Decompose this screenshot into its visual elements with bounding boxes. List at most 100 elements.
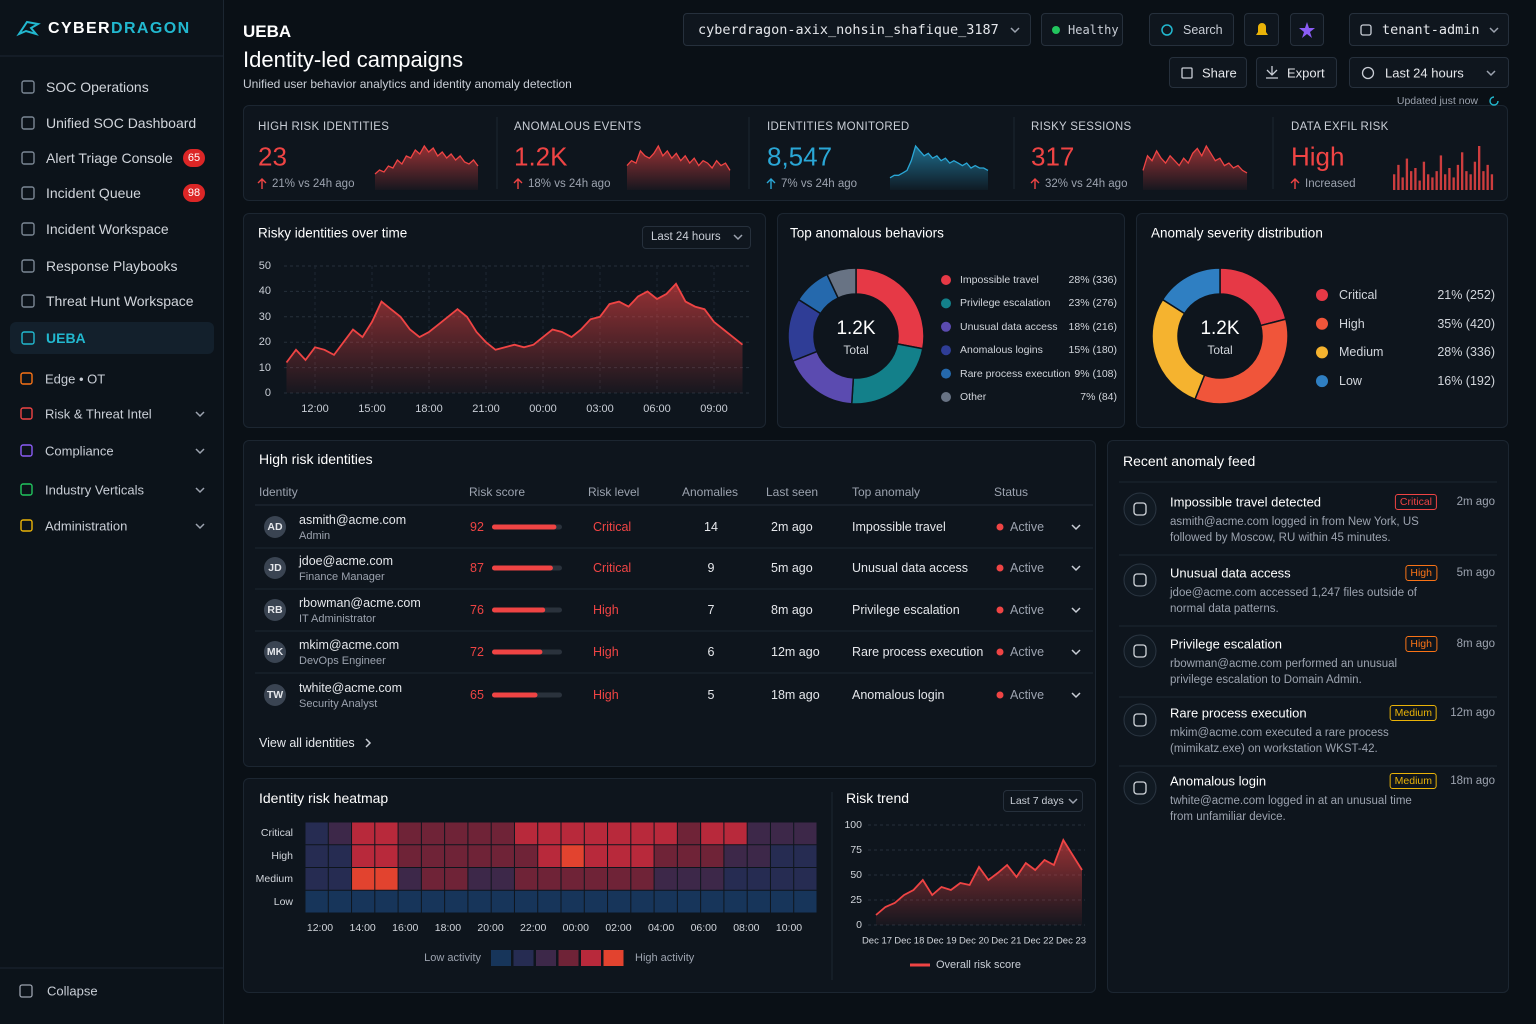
page-title: Identity-led campaigns bbox=[243, 47, 464, 72]
anomaly-count: 5 bbox=[707, 688, 715, 702]
kpi-delta: 21% vs 24h ago bbox=[272, 178, 355, 190]
severity-badge: Critical bbox=[1394, 494, 1437, 510]
identity-role: IT Administrator bbox=[299, 613, 376, 625]
range-label: Last 7 days bbox=[1010, 795, 1064, 807]
y-tick-label: 30 bbox=[258, 310, 271, 323]
legend-low: Low activity bbox=[424, 952, 481, 964]
status: Healthy bbox=[1068, 23, 1119, 37]
anomaly-count: 14 bbox=[704, 520, 718, 534]
tenant-select[interactable] bbox=[683, 13, 1031, 46]
kpi-value: 317 bbox=[1031, 141, 1075, 172]
kpi-value: High bbox=[1291, 141, 1345, 172]
donut-center-label: Total bbox=[843, 343, 869, 357]
sidebar bbox=[0, 0, 224, 1024]
legend-value: 28% (336) bbox=[1068, 274, 1117, 286]
x-tick-label: Dec 22 bbox=[1023, 935, 1054, 947]
page-subtitle: Unified user behavior analytics and iden… bbox=[243, 77, 572, 91]
y-tick-label: 75 bbox=[850, 844, 862, 856]
search-label: Search bbox=[1183, 23, 1223, 37]
nav-group[interactable]: Edge • OT bbox=[45, 371, 106, 387]
legend-value: 9% (108) bbox=[1074, 367, 1117, 380]
y-tick-label: 50 bbox=[258, 260, 271, 272]
column-header: Risk level bbox=[588, 485, 640, 499]
legend-value: 23% (276) bbox=[1068, 297, 1117, 310]
x-tick-label: 22:00 bbox=[520, 922, 547, 934]
nav-item[interactable]: Response Playbooks bbox=[46, 258, 178, 274]
nav-group[interactable]: Administration bbox=[45, 518, 128, 534]
nav-item[interactable]: Unified SOC Dashboard bbox=[46, 115, 197, 131]
status: Active bbox=[1010, 603, 1045, 617]
severity-badge: Medium bbox=[1389, 773, 1437, 789]
severity-badge: High bbox=[1405, 636, 1437, 652]
y-tick-label: 100 bbox=[844, 819, 862, 831]
table-panel bbox=[243, 440, 1096, 767]
x-tick-label: 12:00 bbox=[301, 403, 329, 415]
kpi-value: 1.2K bbox=[514, 141, 568, 172]
anomaly-count: 6 bbox=[707, 645, 715, 659]
x-tick-label: 02:00 bbox=[605, 922, 632, 934]
identity-role: Admin bbox=[299, 530, 331, 542]
range-dropdown[interactable] bbox=[642, 226, 751, 249]
donut-center-value: 1.2K bbox=[1200, 318, 1240, 339]
row-label: Medium bbox=[255, 872, 293, 885]
nav-item[interactable]: Alert Triage Console bbox=[46, 150, 173, 166]
legend-label: High bbox=[1339, 316, 1365, 331]
feed-description: twhite@acme.com logged in at an unusual … bbox=[1170, 795, 1412, 823]
user-menu[interactable] bbox=[1349, 13, 1509, 46]
legend-value: 28% (336) bbox=[1437, 345, 1495, 360]
x-tick-label: Dec 17 bbox=[861, 935, 893, 947]
last-seen: 18m ago bbox=[771, 688, 820, 702]
x-tick-label: Dec 18 bbox=[894, 935, 925, 947]
last-seen: 12m ago bbox=[771, 645, 820, 659]
panel-title: Identity risk heatmap bbox=[259, 790, 389, 806]
legend-value: 18% (216) bbox=[1068, 320, 1117, 333]
nav-item[interactable]: Incident Workspace bbox=[46, 221, 169, 237]
row-label: High bbox=[271, 850, 293, 863]
last-seen: 8m ago bbox=[771, 603, 813, 617]
feed-description: mkim@acme.com executed a rare process (m… bbox=[1170, 727, 1389, 755]
panel-title: Risk trend bbox=[846, 790, 910, 806]
donut-center-value: 1.2K bbox=[836, 318, 876, 339]
kpi-label: DATA EXFIL RISK bbox=[1291, 121, 1389, 133]
last-seen: 5m ago bbox=[771, 561, 813, 575]
nav-group[interactable]: Risk & Threat Intel bbox=[45, 406, 152, 422]
risk-score: 76 bbox=[470, 603, 484, 617]
anomaly-count: 9 bbox=[707, 561, 715, 575]
feed-description: jdoe@acme.com accessed 1,247 files outsi… bbox=[1170, 587, 1417, 615]
column-header: Top anomaly bbox=[852, 485, 921, 499]
y-tick-label: 0 bbox=[264, 387, 271, 399]
x-tick-label: 00:00 bbox=[529, 403, 557, 415]
y-tick-label: 25 bbox=[850, 894, 862, 906]
column-header: Last seen bbox=[766, 485, 819, 499]
top-anomaly: Rare process execution bbox=[852, 645, 984, 659]
nav-item[interactable]: SOC Operations bbox=[46, 79, 149, 95]
column-header: Anomalies bbox=[681, 485, 739, 499]
feed-time: 8m ago bbox=[1456, 638, 1495, 650]
x-tick-label: 16:00 bbox=[392, 922, 419, 934]
legend-label: Rare process execution bbox=[960, 367, 1071, 380]
legend-label: Medium bbox=[1339, 345, 1384, 360]
nav-item[interactable]: Incident Queue bbox=[46, 185, 141, 201]
nav-item[interactable]: UEBA bbox=[46, 330, 86, 346]
legend-value: 15% (180) bbox=[1068, 344, 1117, 357]
nav-item[interactable]: Threat Hunt Workspace bbox=[46, 293, 194, 309]
nav-badge-bg bbox=[183, 149, 205, 167]
top-anomaly: Privilege escalation bbox=[852, 603, 960, 617]
view-all-link[interactable]: View all identities bbox=[259, 736, 355, 750]
risk-score: 72 bbox=[470, 645, 484, 659]
legend-label: Impossible travel bbox=[960, 274, 1039, 286]
feed-time: 5m ago bbox=[1456, 567, 1495, 579]
identity-email: twhite@acme.com bbox=[299, 681, 402, 695]
favorites[interactable] bbox=[1290, 13, 1324, 46]
nav-group[interactable]: Industry Verticals bbox=[45, 482, 144, 498]
range-dropdown[interactable] bbox=[1003, 790, 1083, 812]
notifications[interactable] bbox=[1244, 13, 1279, 46]
legend-value: 7% (84) bbox=[1080, 391, 1117, 403]
legend-label: Low bbox=[1339, 374, 1362, 389]
legend-label: Unusual data access bbox=[960, 320, 1058, 333]
collapse[interactable]: Collapse bbox=[47, 983, 98, 999]
range-select[interactable] bbox=[1349, 57, 1509, 88]
risk-score: 92 bbox=[470, 520, 484, 534]
x-tick-label: Dec 21 bbox=[991, 935, 1022, 947]
nav-group[interactable]: Compliance bbox=[45, 443, 114, 459]
